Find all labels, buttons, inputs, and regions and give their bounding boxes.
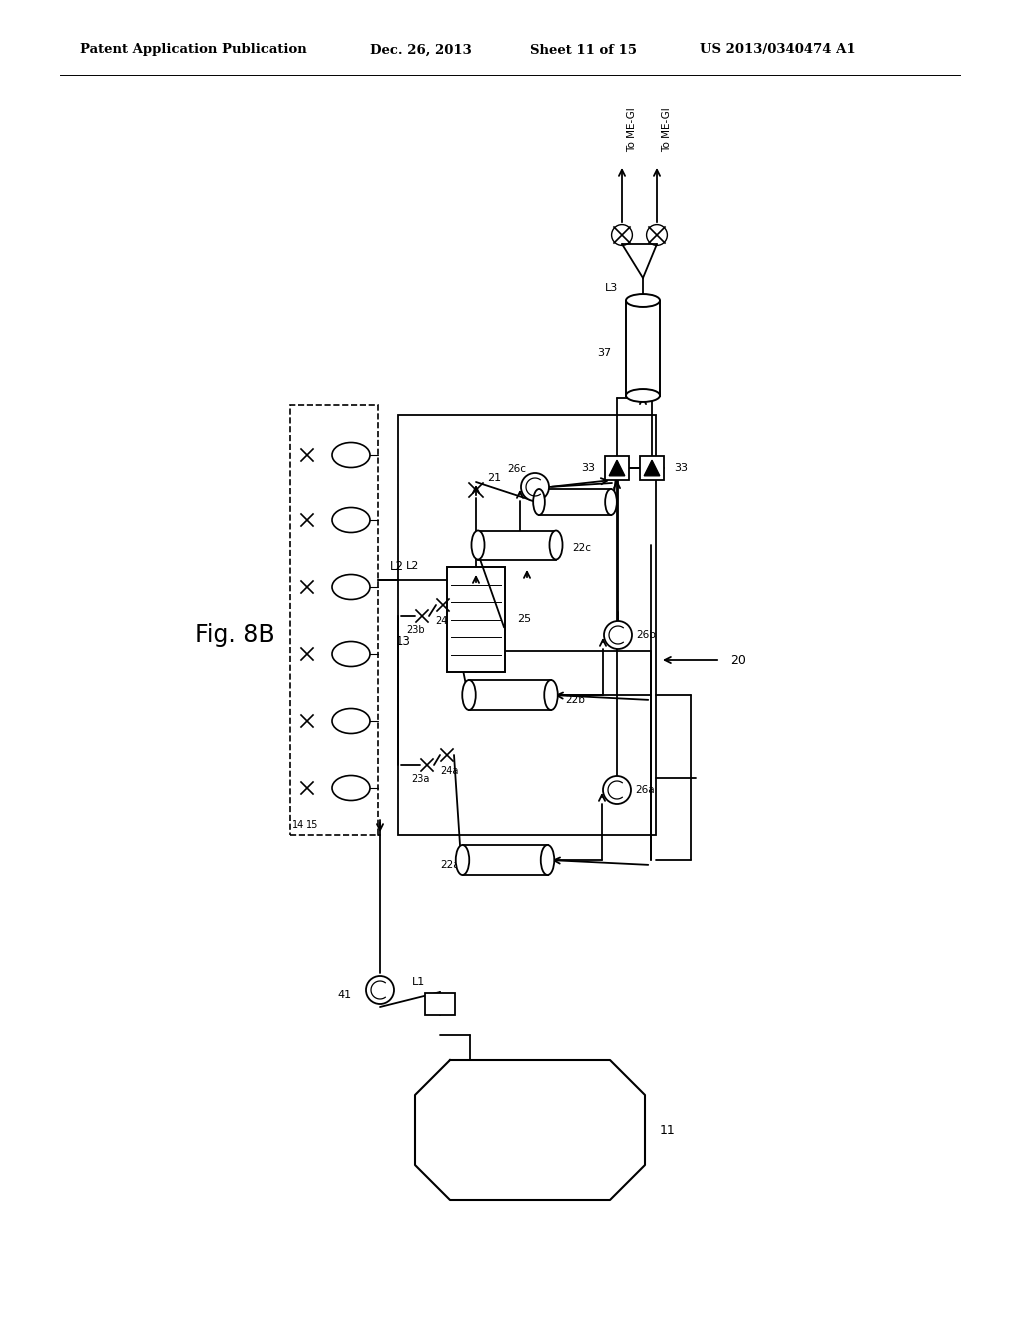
Text: L2: L2 bbox=[390, 560, 404, 573]
Circle shape bbox=[521, 473, 549, 502]
Ellipse shape bbox=[456, 845, 469, 875]
Ellipse shape bbox=[471, 531, 484, 560]
Text: 23a: 23a bbox=[411, 774, 429, 784]
Ellipse shape bbox=[550, 531, 562, 560]
Circle shape bbox=[366, 975, 394, 1005]
Ellipse shape bbox=[332, 442, 370, 467]
Bar bbox=[539, 488, 611, 515]
Text: 33: 33 bbox=[581, 463, 595, 473]
Text: US 2013/0340474 A1: US 2013/0340474 A1 bbox=[700, 44, 856, 57]
Text: 24b: 24b bbox=[435, 616, 455, 626]
Text: Fig. 8B: Fig. 8B bbox=[195, 623, 274, 647]
Ellipse shape bbox=[332, 507, 370, 532]
Text: 13: 13 bbox=[396, 635, 411, 648]
Bar bbox=[469, 680, 551, 710]
Ellipse shape bbox=[544, 680, 558, 710]
Ellipse shape bbox=[626, 294, 660, 308]
Text: L3: L3 bbox=[605, 282, 618, 293]
Text: L1: L1 bbox=[412, 977, 425, 987]
Ellipse shape bbox=[332, 642, 370, 667]
Text: L2: L2 bbox=[407, 561, 420, 572]
Text: 37: 37 bbox=[597, 348, 611, 358]
Bar bbox=[425, 993, 455, 1015]
Ellipse shape bbox=[332, 776, 370, 800]
Bar bbox=[398, 414, 656, 836]
Bar bbox=[605, 455, 629, 480]
Circle shape bbox=[603, 776, 631, 804]
Text: 25: 25 bbox=[517, 615, 531, 624]
Text: 41: 41 bbox=[338, 990, 352, 1001]
Text: 14: 14 bbox=[292, 820, 304, 830]
Text: Dec. 26, 2013: Dec. 26, 2013 bbox=[370, 44, 472, 57]
Ellipse shape bbox=[541, 845, 554, 875]
Text: 26c: 26c bbox=[508, 465, 526, 474]
Polygon shape bbox=[644, 461, 659, 475]
Text: 22c: 22c bbox=[572, 543, 591, 553]
Text: To ME-GI: To ME-GI bbox=[662, 108, 672, 152]
Text: 31: 31 bbox=[581, 492, 595, 503]
Bar bbox=[463, 845, 548, 875]
Bar bbox=[478, 531, 556, 560]
Ellipse shape bbox=[332, 574, 370, 599]
Text: 20: 20 bbox=[730, 653, 745, 667]
Ellipse shape bbox=[605, 488, 616, 515]
Text: 15: 15 bbox=[306, 820, 318, 830]
Text: To ME-GI: To ME-GI bbox=[627, 108, 637, 152]
Text: 26a: 26a bbox=[635, 785, 654, 795]
Ellipse shape bbox=[332, 709, 370, 734]
Text: Patent Application Publication: Patent Application Publication bbox=[80, 44, 307, 57]
Text: 26b: 26b bbox=[636, 630, 656, 640]
Ellipse shape bbox=[626, 389, 660, 403]
Ellipse shape bbox=[534, 488, 545, 515]
Text: 23b: 23b bbox=[406, 624, 425, 635]
Text: Sheet 11 of 15: Sheet 11 of 15 bbox=[530, 44, 637, 57]
Text: 33: 33 bbox=[674, 463, 688, 473]
Text: 11: 11 bbox=[660, 1123, 676, 1137]
Bar bbox=[626, 301, 660, 396]
Ellipse shape bbox=[462, 680, 476, 710]
Circle shape bbox=[604, 620, 632, 649]
Text: 22b: 22b bbox=[565, 696, 585, 705]
Bar bbox=[640, 455, 664, 480]
Bar bbox=[447, 568, 505, 672]
Text: 21: 21 bbox=[487, 473, 501, 483]
Polygon shape bbox=[609, 461, 625, 475]
Bar bbox=[290, 405, 378, 836]
Text: 24a: 24a bbox=[440, 766, 458, 776]
Text: 22a: 22a bbox=[440, 861, 460, 870]
